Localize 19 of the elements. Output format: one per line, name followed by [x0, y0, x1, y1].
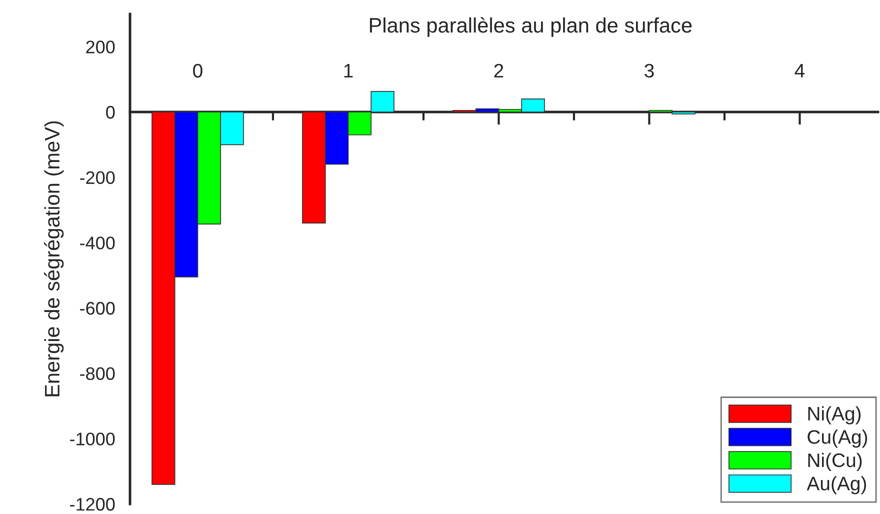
x-axis-title: Plans parallèles au plan de surface [370, 17, 692, 37]
x-tick-label: 4 [794, 64, 805, 78]
y-tick-label: -400 [80, 236, 115, 250]
y-tick-label: -1200 [70, 498, 115, 511]
legend-label: Ni(Cu) [808, 452, 862, 471]
x-tick-label: 2 [494, 64, 504, 78]
legend-label: Au(Ag) [806, 476, 866, 494]
y-tick-label: -600 [80, 302, 115, 315]
y-tick-label: -200 [80, 171, 115, 184]
y-tick-label: -800 [80, 367, 115, 380]
y-tick-label: -1000 [70, 432, 115, 446]
x-tick-label: 1 [344, 64, 353, 78]
y-axis-title: Energie de ségrégation (meV) [44, 121, 64, 396]
y-tick-label: 0 [106, 106, 115, 119]
legend-label: Ni(Ag) [808, 406, 861, 424]
x-tick-label: 0 [193, 64, 202, 78]
legend-label: Cu(Ag) [808, 430, 868, 448]
y-tick-label: 200 [86, 40, 115, 54]
x-tick-label: 3 [644, 64, 654, 78]
